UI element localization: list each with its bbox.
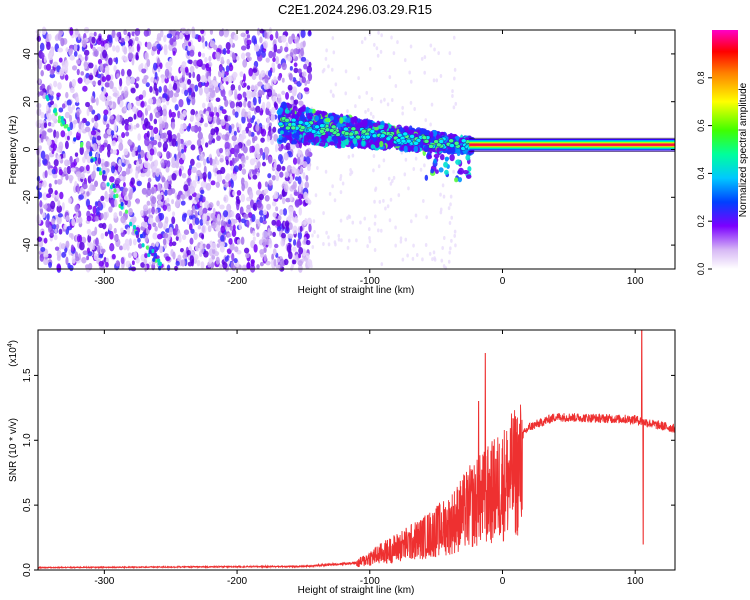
spectrogram-y-tick-label: -40 xyxy=(22,237,33,252)
colorbar-tick-label: 0.0 xyxy=(696,263,706,276)
spectrogram-x-tick-label: 100 xyxy=(627,276,644,287)
colorbar-tick-label: 0.6 xyxy=(696,119,706,132)
snr-y-axis-label: SNR (10 * v/v) xyxy=(8,418,19,482)
snr-frame xyxy=(37,329,676,571)
snr-x-tick-label: 0 xyxy=(500,576,506,587)
svg-text:(x104): (x104) xyxy=(7,340,19,367)
colorbar-ticks: 0.0 0.2 0.4 0.6 0.8 xyxy=(696,72,712,276)
noise-region xyxy=(35,26,313,273)
colorbar-label: Normalized spectral amplitude xyxy=(738,82,749,217)
spectrogram-x-tick-label: -100 xyxy=(360,276,380,287)
spectrogram-y-tick-label: -20 xyxy=(22,190,33,205)
snr-x-ticks: -300 -200 -100 0 100 xyxy=(94,330,644,587)
spectrogram-x-tick-label: -200 xyxy=(227,276,247,287)
snr-x-axis-label: Height of straight line (km) xyxy=(298,585,415,596)
snr-y-tick-label: 1.0 xyxy=(22,433,33,447)
snr-marks xyxy=(37,329,676,570)
tone-line xyxy=(469,137,675,152)
snr-x-tick-label: -200 xyxy=(227,576,247,587)
snr-x-tick-label: 100 xyxy=(627,576,644,587)
snr-background xyxy=(38,330,675,570)
colorbar-tick-label: 0.4 xyxy=(696,167,706,180)
snr-y-tick-label: 1.5 xyxy=(22,368,33,382)
colorbar: 0.0 0.2 0.4 0.6 0.8 Normalized spectral ampl… xyxy=(696,30,749,275)
spectrogram-x-tick-label: -300 xyxy=(94,276,114,287)
spectrogram-y-ticks: -40 -20 0 20 40 xyxy=(22,48,675,252)
figure-title: C2E1.2024.296.03.29.R15 xyxy=(278,2,432,17)
colorbar-gradient xyxy=(712,30,738,269)
noise-fade xyxy=(310,30,458,271)
colorbar-tick-label: 0.8 xyxy=(696,72,706,85)
spectrogram-x-tick-label: 0 xyxy=(500,276,506,287)
colorbar-tick-label: 0.2 xyxy=(696,215,706,228)
snr-series-line xyxy=(37,329,676,570)
snr-x-tick-label: -300 xyxy=(94,576,114,587)
snr-scale-base: (x10 xyxy=(8,347,19,367)
spectrogram-x-ticks: -300 -200 -100 0 100 xyxy=(94,30,644,287)
snr-y-ticks: 0.0 0.5 1.0 1.5 xyxy=(22,368,675,577)
snr-scale-exponent: 4 xyxy=(7,343,14,347)
spectrogram-y-axis-label: Frequency (Hz) xyxy=(8,116,19,185)
spectrogram-marks xyxy=(35,26,675,273)
snr-y-tick-label: 0.5 xyxy=(22,498,33,512)
spectrogram-y-tick-label: 0 xyxy=(22,146,33,152)
snr-scale-note: (x104) xyxy=(7,340,19,367)
spectrogram-y-tick-label: 20 xyxy=(22,96,33,108)
diagonal-streak xyxy=(45,95,162,271)
snr-scale-close: ) xyxy=(8,340,19,343)
spectrogram-y-tick-label: 40 xyxy=(22,48,33,60)
spectrogram-x-axis-label: Height of straight line (km) xyxy=(298,285,415,296)
snr-panel: -300 -200 -100 0 100 0.0 0.5 1.0 1.5 Height of … xyxy=(7,329,676,596)
snr-x-tick-label: -100 xyxy=(360,576,380,587)
dispersion-band xyxy=(276,101,479,183)
snr-y-tick-label: 0.0 xyxy=(22,563,33,577)
